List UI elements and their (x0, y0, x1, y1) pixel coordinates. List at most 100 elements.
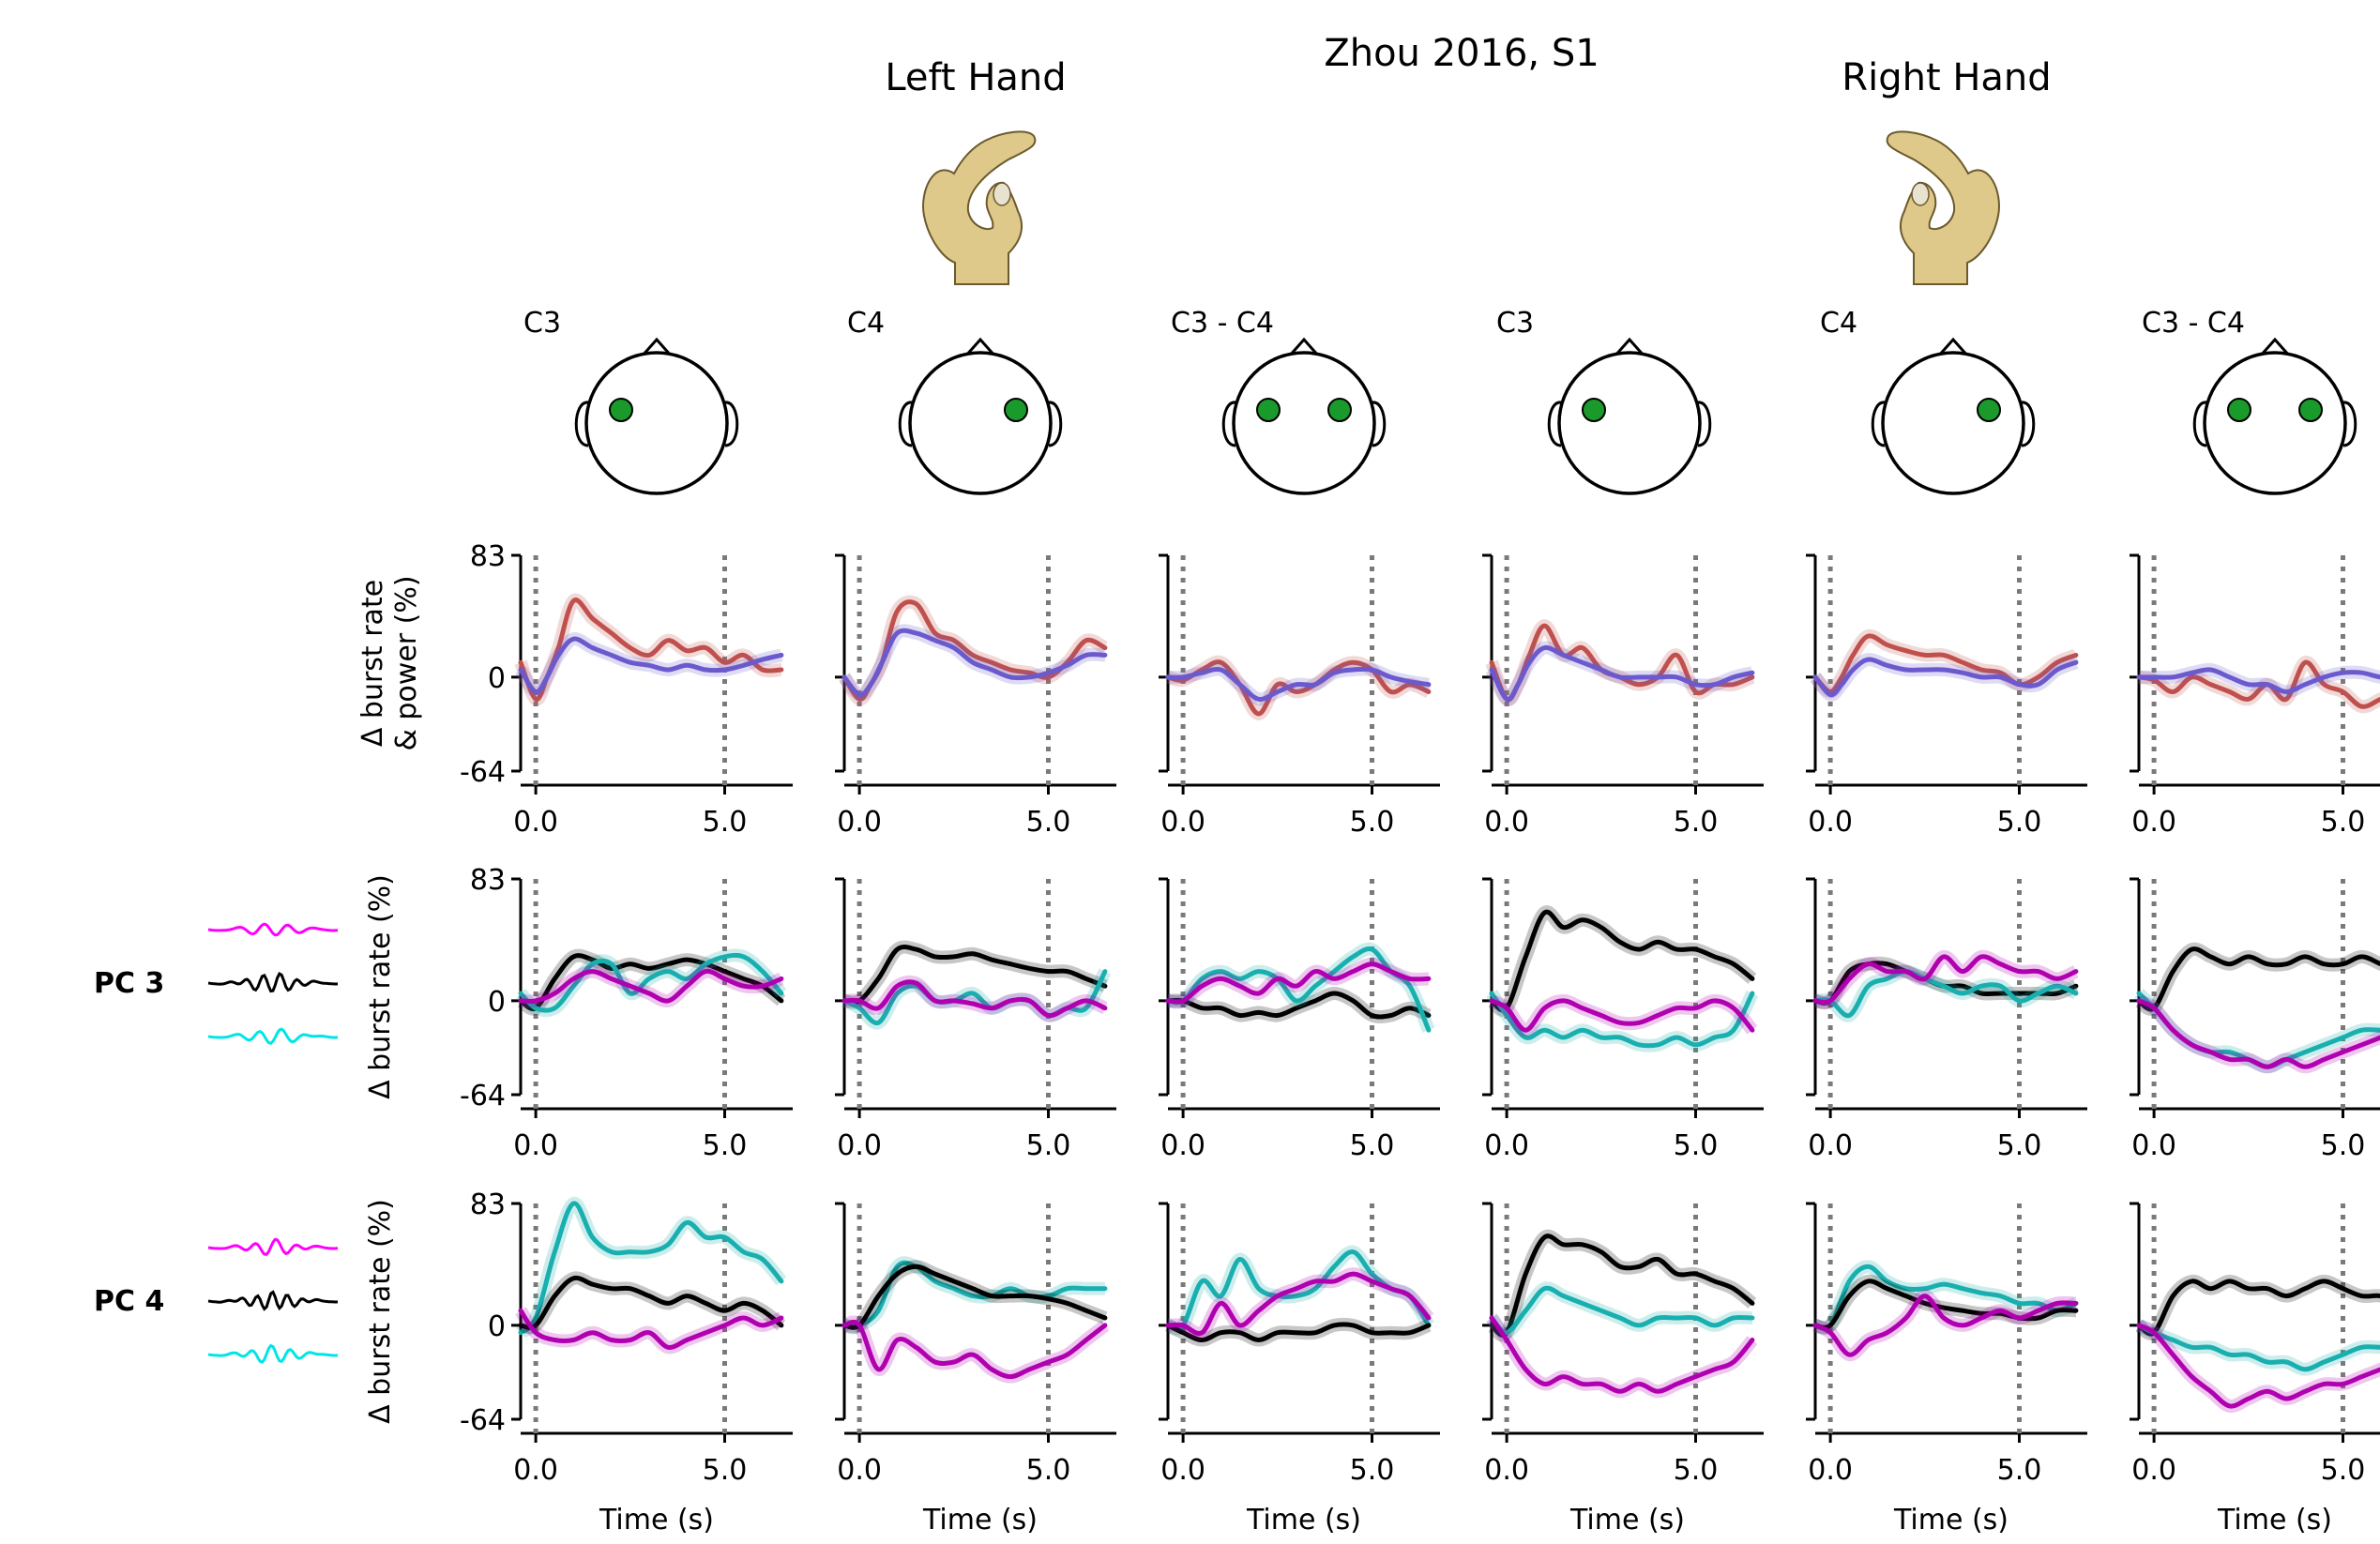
pc-waveform-icon (207, 1343, 339, 1364)
electrode-label: C4 (847, 307, 885, 340)
right-ear-shape (1372, 401, 1387, 447)
figure-title: Zhou 2016, S1 (1324, 32, 1599, 75)
chart-panel: 0.0 5.0 (1482, 877, 1764, 1162)
x-tick-label: 0.0 (1808, 1129, 1853, 1162)
electrode-label: C3 (1496, 307, 1534, 340)
series-line (1489, 1234, 1755, 1338)
right-ear-shape (2021, 401, 2036, 447)
x-axis-label: Time (s) (922, 1504, 1038, 1536)
pc-waveform-icon (207, 1027, 339, 1045)
electrode-dot (1004, 398, 1028, 422)
y-tick-label: 83 (470, 540, 506, 573)
x-tick-label: 5.0 (1997, 806, 2042, 839)
head-outline (908, 351, 1053, 495)
head-diagram: C3 - C4 (2142, 307, 2357, 495)
series-line (1165, 1271, 1432, 1337)
head-diagram: C4 (847, 307, 1063, 495)
left-ear-shape (898, 401, 913, 447)
x-tick-label: 5.0 (1997, 1129, 2042, 1162)
x-tick-label: 0.0 (1484, 1454, 1529, 1487)
head-diagram: C3 (1496, 307, 1712, 495)
x-tick-label: 5.0 (1350, 1129, 1395, 1162)
left-ear-shape (1221, 401, 1236, 447)
electrode-dot (2227, 398, 2251, 422)
y-tick-label: 0 (488, 662, 506, 695)
pc-waveform-icon (207, 1237, 339, 1256)
x-tick-label: 0.0 (1484, 1129, 1529, 1162)
series-line (518, 1308, 784, 1350)
chart-panel: 0.0 5.0 (835, 553, 1116, 839)
series-line (1165, 666, 1432, 702)
head-diagram: C4 (1820, 307, 2036, 495)
x-tick-label: 5.0 (1674, 1454, 1719, 1487)
x-axis-label: Time (s) (1246, 1504, 1361, 1536)
x-tick-label: 0.0 (1808, 806, 1853, 839)
left-hand-label: Left Hand (885, 56, 1066, 99)
x-tick-label: 5.0 (1350, 806, 1395, 839)
chart-panel: 0.0 5.0 (1482, 553, 1764, 839)
x-tick-label: 5.0 (703, 1454, 748, 1487)
series-line (2136, 1323, 2380, 1409)
x-tick-label: 5.0 (2321, 1454, 2366, 1487)
series-line (518, 952, 784, 1013)
series-line (841, 979, 1108, 1019)
x-tick-label: 0.0 (837, 1454, 882, 1487)
electrode-label: C4 (1820, 307, 1857, 340)
series-line (1812, 633, 2079, 694)
left-hand-icon (922, 130, 1037, 285)
x-axis-label: Time (s) (599, 1504, 714, 1536)
x-tick-label: 0.0 (2131, 1129, 2176, 1162)
series-line (1165, 961, 1432, 1005)
left-ear-shape (574, 401, 589, 447)
x-axis-label: Time (s) (1569, 1504, 1685, 1536)
chart-panel: 0.0 5.0 Time (s) (835, 1202, 1116, 1536)
x-tick-label: 5.0 (1026, 806, 1071, 839)
x-axis-label: Time (s) (1893, 1504, 2009, 1536)
x-tick-label: 5.0 (1997, 1454, 2042, 1487)
series-line (1165, 991, 1432, 1020)
series-line (1489, 991, 1755, 1049)
y-tick-label: 0 (488, 986, 506, 1019)
series-line (518, 968, 784, 1004)
x-tick-label: 0.0 (2131, 1454, 2176, 1487)
electrode-dot (1256, 398, 1281, 422)
right-ear-shape (2342, 401, 2357, 447)
right-hand-label: Right Hand (1842, 56, 2051, 99)
head-diagram: C3 - C4 (1171, 307, 1387, 495)
series-line (1812, 1264, 2079, 1331)
x-tick-label: 5.0 (1674, 806, 1719, 839)
head-outline (584, 351, 729, 495)
chart-panel: 83 0 -640.0 5.0 (460, 864, 793, 1162)
series-line (1489, 998, 1755, 1033)
row-labels: PC 3 PC 4 (94, 922, 339, 1364)
series-line (1812, 1294, 2079, 1357)
right-hand-icon (1886, 130, 2000, 285)
x-tick-label: 0.0 (2131, 806, 2176, 839)
electrode-dot (1327, 398, 1352, 422)
chart-panel: 0.0 5.0 (1159, 553, 1440, 839)
x-tick-label: 0.0 (1808, 1454, 1853, 1487)
x-tick-label: 5.0 (2321, 806, 2366, 839)
y-tick-label: 83 (470, 1188, 506, 1221)
series-line (841, 1319, 1108, 1380)
x-tick-label: 5.0 (1026, 1129, 1071, 1162)
right-ear-shape (1048, 401, 1063, 447)
electrode-dot (1977, 398, 2001, 422)
y-axis-label: Δ burst rate (%) (364, 874, 397, 1099)
series-line (1812, 954, 2079, 1006)
y-tick-label: -64 (460, 756, 506, 789)
y-axis-label: Δ burst rate (%) (364, 1199, 397, 1424)
y-tick-label: -64 (460, 1404, 506, 1437)
chart-panel: 0.0 5.0 (1806, 553, 2087, 839)
right-ear-shape (724, 401, 739, 447)
series-line (518, 636, 784, 695)
head-outline (2203, 351, 2347, 495)
row-label: PC 3 (94, 967, 164, 1000)
head-diagram: C3 (523, 307, 739, 495)
series-line (1165, 1322, 1432, 1342)
series-line (518, 1275, 784, 1330)
series-line (1812, 657, 2079, 698)
series-line (841, 1264, 1108, 1330)
